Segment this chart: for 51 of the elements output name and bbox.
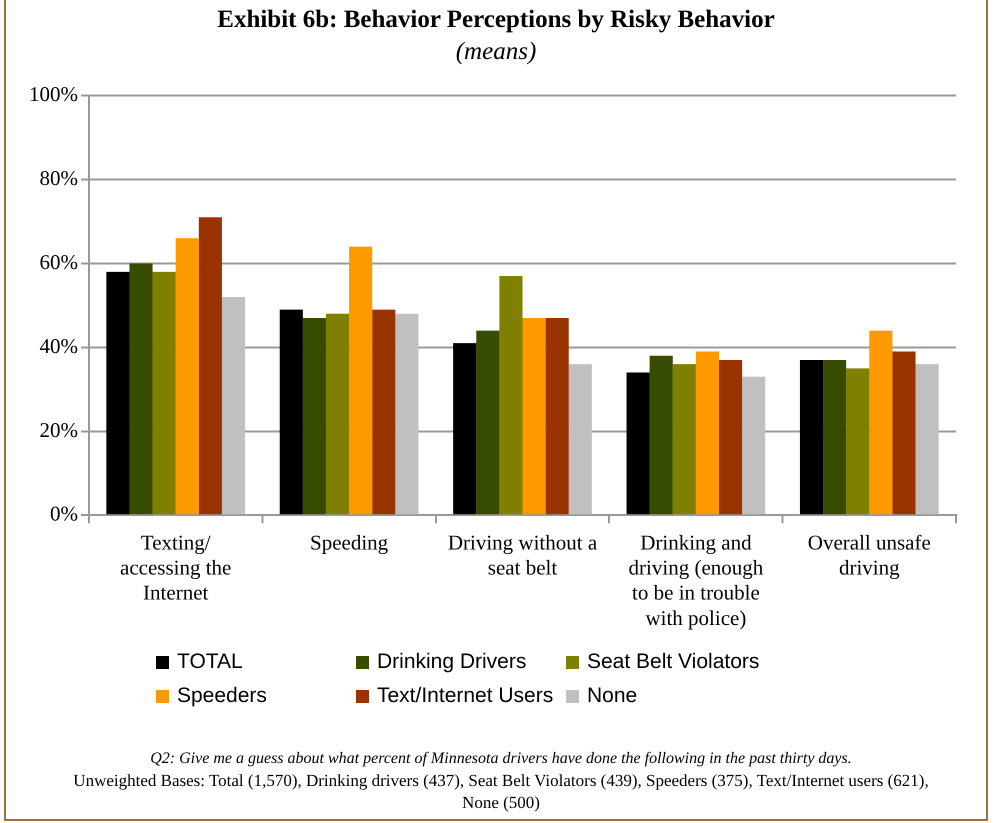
legend-label: Drinking Drivers [377,650,526,674]
bar [106,272,130,514]
bar [395,314,418,514]
x-tick-label: Texting/ accessing the Internet [120,530,232,605]
bar [546,318,569,514]
bar [152,272,176,514]
bar [222,297,246,514]
bar [650,356,673,514]
legend-label: Speeders [177,684,267,708]
bar [198,217,222,514]
bar [476,330,500,514]
x-tick-label: Drinking and driving (enough to be in trouble with police) [628,530,764,630]
bar [568,364,592,514]
y-tick-label: 100% [28,82,78,106]
bar [672,364,696,514]
legend-label: TOTAL [177,650,243,674]
bar [499,276,522,514]
bar [349,246,372,514]
bar [522,318,546,514]
bar [696,352,720,514]
bar [372,310,396,514]
bar [846,368,870,514]
bar [823,360,846,514]
legend-label: Text/Internet Users [377,684,554,708]
bar [892,352,916,514]
bar [742,376,766,514]
bar [916,364,939,514]
legend-label: Seat Belt Violators [587,650,760,674]
text: Q2: Give me a guess about what percent of Minnesota drivers have done the following in the past thirty days. [149,749,853,769]
x-tick-label: Driving without a seat belt [448,530,598,580]
x-tick-label: Speeding [310,530,389,554]
bar [719,360,742,514]
bar [326,314,350,514]
y-tick-label: 80% [39,166,78,190]
bar [176,238,199,514]
bar [800,360,824,514]
y-tick-label: 20% [39,418,78,442]
bar [626,372,650,514]
chart-title: Exhibit 6b: Behavior Perceptions by Risky Behavior [216,6,776,34]
bar [129,263,153,514]
bar [869,330,892,514]
text: Unweighted Bases: Total (1,570), Drinking drivers (437), Seat Belt Violators (439), Speeders (375), Text/Internet users (621), None (500) [72,770,930,814]
bar [302,318,326,514]
legend-label: None [587,684,638,708]
bar [280,310,303,514]
y-tick-label: 0% [50,502,78,526]
bar [453,343,476,514]
x-tick-label: Overall unsafe driving [808,530,931,580]
y-tick-label: 60% [39,250,78,274]
chart-subtitle: (means) [454,38,538,66]
y-tick-label: 40% [39,334,78,358]
